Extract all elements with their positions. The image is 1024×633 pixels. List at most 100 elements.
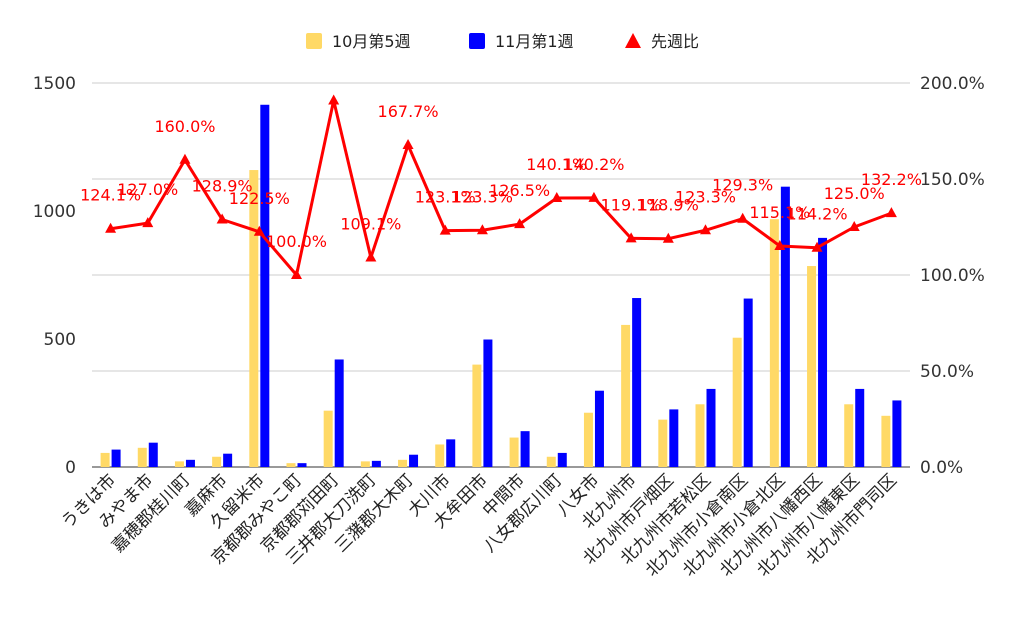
ratio-point[interactable] <box>885 207 897 218</box>
y-axis-right: 0.0% 50.0% 100.0% 150.0% 200.0% <box>920 74 985 478</box>
ratio-point[interactable] <box>625 232 637 243</box>
bar-oct-week5[interactable] <box>732 337 742 467</box>
ratio-data-label: 109.1% <box>340 215 401 234</box>
bar-nov-week1[interactable] <box>111 449 121 467</box>
bar-nov-week1[interactable] <box>557 452 567 467</box>
line-series <box>105 94 897 279</box>
ratio-data-label: 126.5% <box>489 181 550 200</box>
bar-nov-week1[interactable] <box>223 453 233 467</box>
legend-label[interactable]: 11月第1週 <box>495 32 574 51</box>
ratio-data-label: 160.0% <box>154 117 215 136</box>
bar-oct-week5[interactable] <box>360 461 370 467</box>
bar-oct-week5[interactable] <box>546 456 556 467</box>
bar-nov-week1[interactable] <box>409 454 419 467</box>
bar-oct-week5[interactable] <box>398 459 408 467</box>
ratio-point[interactable] <box>811 241 823 252</box>
ratio-point[interactable] <box>253 225 265 236</box>
ratio-point[interactable] <box>588 191 600 202</box>
ratio-point[interactable] <box>848 221 860 231</box>
y-left-tick: 0 <box>65 458 76 478</box>
legend-swatch <box>469 33 485 49</box>
bar-oct-week5[interactable] <box>100 452 110 467</box>
legend-label[interactable]: 先週比 <box>651 32 699 51</box>
bar-nov-week1[interactable] <box>669 409 679 467</box>
bar-oct-week5[interactable] <box>658 419 668 467</box>
bar-oct-week5[interactable] <box>881 415 891 467</box>
bar-oct-week5[interactable] <box>695 404 705 467</box>
ratio-point[interactable] <box>774 240 786 251</box>
ratio-data-label: 140.2% <box>563 155 624 174</box>
bar-nov-week1[interactable] <box>371 460 381 467</box>
ratio-point[interactable] <box>700 224 711 235</box>
y-axis-left: 0 500 1000 1500 <box>33 74 76 478</box>
bar-oct-week5[interactable] <box>844 404 854 467</box>
ratio-data-label: 167.7% <box>378 102 439 121</box>
x-axis-categories: うきは市みやま市嘉穂郡桂川町嘉麻市久留米市京都郡みやこ町京都郡苅田町三井郡大刀洗… <box>58 470 901 580</box>
ratio-point[interactable] <box>476 224 488 235</box>
bar-nov-week1[interactable] <box>483 339 493 467</box>
ratio-point[interactable] <box>291 269 302 279</box>
bar-oct-week5[interactable] <box>509 437 519 467</box>
bar-oct-week5[interactable] <box>174 461 184 467</box>
y-right-tick: 100.0% <box>920 266 985 286</box>
y-left-tick: 500 <box>44 330 76 350</box>
bar-nov-week1[interactable] <box>818 237 828 467</box>
ratio-data-label: 127.0% <box>117 180 178 199</box>
ratio-point[interactable] <box>662 232 674 243</box>
legend-label[interactable]: 10月第5週 <box>332 32 411 51</box>
bar-oct-week5[interactable] <box>212 456 222 467</box>
ratio-data-label: 118.9% <box>638 196 699 215</box>
bar-nov-week1[interactable] <box>594 390 604 467</box>
bar-oct-week5[interactable] <box>435 444 445 467</box>
bar-nov-week1[interactable] <box>260 104 270 467</box>
bar-nov-week1[interactable] <box>334 359 344 467</box>
ratio-data-label: 114.2% <box>787 205 848 224</box>
ratio-point[interactable] <box>514 218 526 229</box>
bar-nov-week1[interactable] <box>855 388 865 467</box>
bar-oct-week5[interactable] <box>249 170 259 468</box>
bar-nov-week1[interactable] <box>185 459 195 467</box>
ratio-point[interactable] <box>365 251 377 262</box>
ratio-point[interactable] <box>551 192 563 203</box>
ratio-point[interactable] <box>737 212 749 223</box>
bar-oct-week5[interactable] <box>137 447 147 467</box>
ratio-point[interactable] <box>142 217 154 228</box>
bar-oct-week5[interactable] <box>807 266 817 467</box>
ratio-data-label: 132.2% <box>861 170 922 189</box>
bar-oct-week5[interactable] <box>621 324 631 467</box>
ratio-data-label: 123.3% <box>452 187 513 206</box>
y-left-tick: 1000 <box>33 202 76 222</box>
ratio-point[interactable] <box>179 153 191 164</box>
bar-oct-week5[interactable] <box>583 412 593 467</box>
y-right-tick: 0.0% <box>920 458 963 478</box>
ratio-point[interactable] <box>328 94 340 105</box>
y-right-tick: 150.0% <box>920 170 985 190</box>
bar-nov-week1[interactable] <box>892 400 902 467</box>
ratio-point[interactable] <box>216 213 228 224</box>
data-labels: 124.1%127.0% 160.0% 128.9%122.5% 100.0% 109.… <box>80 102 922 251</box>
bar-nov-week1[interactable] <box>780 186 790 467</box>
bars <box>100 104 902 468</box>
ratio-data-label: 123.1% <box>415 188 476 207</box>
ratio-data-label: 115.1% <box>749 203 810 222</box>
bar-nov-week1[interactable] <box>148 442 158 467</box>
bar-oct-week5[interactable] <box>769 219 779 467</box>
legend-marker <box>625 33 641 48</box>
bar-oct-week5[interactable] <box>286 463 296 467</box>
bar-nov-week1[interactable] <box>446 439 456 467</box>
ratio-point[interactable] <box>439 224 451 235</box>
ratio-data-label: 123.3% <box>675 187 736 206</box>
bar-oct-week5[interactable] <box>323 410 333 467</box>
bar-oct-week5[interactable] <box>472 364 482 467</box>
bar-nov-week1[interactable] <box>632 298 642 467</box>
ratio-data-label: 128.9% <box>192 177 253 196</box>
bar-nov-week1[interactable] <box>520 431 530 467</box>
bar-nov-week1[interactable] <box>297 463 307 467</box>
bar-nov-week1[interactable] <box>743 298 753 467</box>
ratio-point[interactable] <box>402 139 414 150</box>
bar-nov-week1[interactable] <box>706 388 716 467</box>
ratio-line <box>110 98 892 277</box>
legend[interactable]: 10月第5週 11月第1週 先週比 <box>306 32 699 51</box>
ratio-point[interactable] <box>105 222 117 233</box>
